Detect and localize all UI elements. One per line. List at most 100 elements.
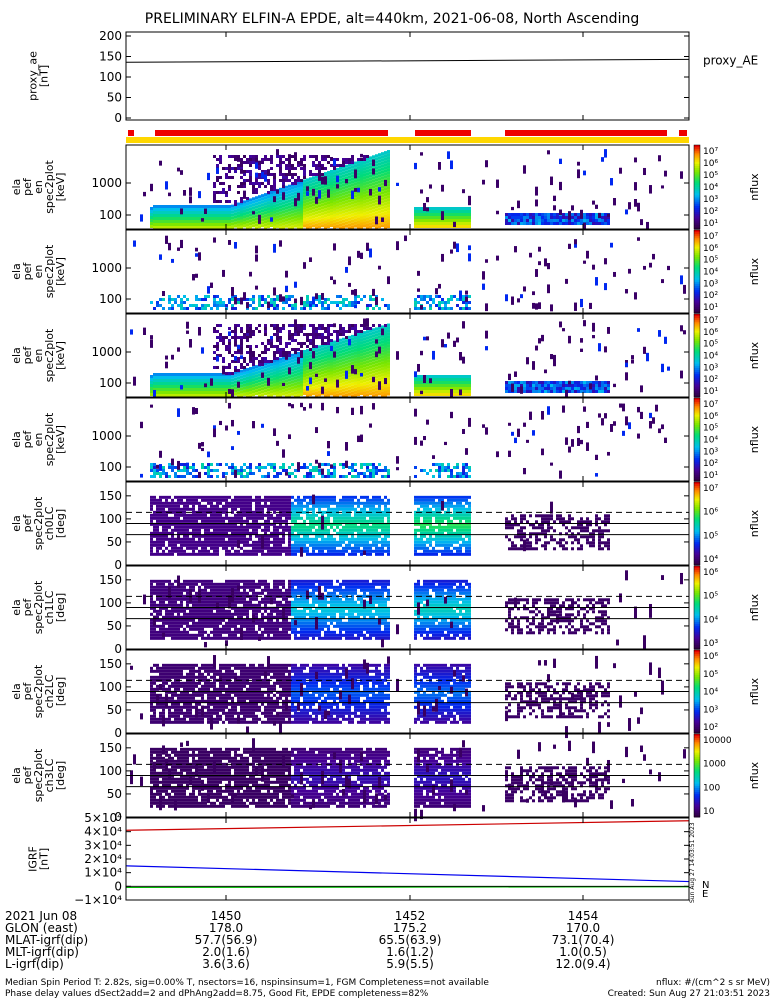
spec-en-4-cell — [174, 472, 177, 475]
spec-en-1-cell — [279, 205, 282, 209]
spec-en-2-cell — [315, 293, 318, 300]
spec-en-4-cell — [526, 439, 529, 443]
spec-pa-0-cell — [213, 540, 216, 544]
spec-en-3-cell — [336, 363, 339, 367]
spec-en-1-cell — [291, 176, 294, 179]
spec-pa-0-cell — [165, 519, 168, 523]
spec-en-1-cell — [297, 208, 300, 212]
spec-en-1-cell — [282, 185, 285, 188]
spec-en-1-cell — [441, 219, 444, 222]
spec-pa-0-cell — [186, 525, 189, 529]
spec-en-3-cell — [357, 386, 360, 390]
spec-en-3-cell — [351, 327, 354, 330]
spec-en-3-cell — [297, 348, 300, 351]
spec-en-3-cell — [339, 383, 342, 387]
spec-en-1-cell — [550, 213, 553, 216]
spec-en-3-cell — [201, 385, 204, 388]
spec-en-3-cell — [300, 362, 303, 366]
spec-en-1-cell — [417, 219, 420, 222]
spec-en-3-cell — [309, 357, 312, 361]
spec-en-3-cell — [360, 368, 363, 372]
spec-en-1-cell — [375, 226, 378, 230]
spec-en-1-cell — [237, 205, 240, 209]
spec-en-1-cell — [321, 206, 324, 210]
spec-en-3-cell — [276, 373, 279, 377]
spec-en-2-cell — [348, 256, 351, 266]
spec-en-1-cell — [288, 223, 291, 227]
spec-en-1-cell — [375, 187, 378, 191]
spec-en-3-cell — [249, 394, 252, 398]
spec-en-2-cell — [186, 307, 189, 310]
spec-en-1-cell — [354, 221, 357, 225]
spec-en-3-cell — [339, 377, 342, 381]
spec-en-4-cell — [414, 408, 417, 417]
spec-en-3-cell — [165, 361, 168, 369]
spec-en-1-cell — [318, 210, 321, 214]
spec-en-1-cell — [327, 186, 330, 190]
spec-en-1-cell — [357, 166, 360, 170]
spec-en-1-cell — [384, 178, 387, 182]
spec-en-1-cell — [174, 211, 177, 214]
spec-en-1-cell — [246, 197, 249, 200]
spec-pa-0-cell — [162, 516, 165, 520]
spec-en-1-cell — [423, 222, 426, 225]
spec-en-1-cell — [198, 191, 201, 199]
spec-en-1-cell — [240, 213, 243, 217]
spec-pa-0-cell — [216, 513, 219, 517]
spec-en-2-cell — [354, 298, 357, 301]
spec-en-3-cell — [240, 355, 243, 359]
spec-pa-0-cell — [177, 522, 180, 526]
spec-en-3-cell — [225, 372, 228, 375]
spec-en-3-cell — [559, 381, 562, 384]
spec-en-3-cell — [282, 348, 285, 351]
spec-en-3-cell — [300, 389, 303, 393]
spec-en-1-cell — [180, 217, 183, 220]
spec-en-3-cell — [240, 384, 243, 388]
spec-en-3-cell — [243, 371, 246, 375]
spec-en-1-cell — [216, 167, 219, 174]
spec-en-3-cell — [357, 330, 360, 333]
spec-en-3-cell — [595, 387, 598, 390]
spec-en-3-cell — [360, 338, 363, 342]
spec-pa-0-cell — [174, 495, 177, 499]
spec-en-1-cell — [336, 173, 339, 177]
spec-pa-0-cell — [192, 507, 195, 511]
spec-en-1-cell — [435, 210, 438, 213]
spec-en-1-cell — [291, 186, 294, 190]
spec-en-3-cell — [333, 388, 336, 392]
spec-en-3-cell — [189, 388, 192, 391]
spec-en-1-cell — [357, 196, 360, 200]
spec-en-3-cbar-frame — [693, 313, 701, 398]
spec-en-1-cell — [156, 205, 159, 208]
spec-en-1-cell — [249, 161, 252, 164]
spec-en-3-cell — [336, 348, 339, 352]
spec-en-4-cell — [435, 463, 438, 466]
spec-en-3-cell — [192, 376, 195, 379]
spec-en-4-cell — [342, 466, 345, 469]
spec-pa-0-cell — [183, 549, 186, 553]
spec-en-3-cell — [234, 380, 237, 384]
spec-en-3-cbar-cell — [694, 320, 700, 323]
spec-en-3-cell — [150, 390, 153, 393]
spec-en-3-cell — [189, 382, 192, 385]
spec-en-3-cell — [174, 394, 177, 397]
spec-en-2-cell — [282, 296, 285, 302]
spec-en-1-cell — [318, 225, 321, 229]
spec-en-2-cell — [435, 304, 438, 307]
spec-en-4-cell — [228, 466, 231, 469]
spec-en-1-cell — [363, 185, 366, 189]
spec-en-3-cell — [345, 366, 348, 370]
spec-en-1-cell — [189, 211, 192, 214]
spec-en-1-cell — [228, 220, 231, 223]
spec-en-1-cell — [330, 197, 333, 200]
spec-en-3-cell — [279, 357, 282, 361]
spec-en-3-cell — [219, 379, 222, 382]
spec-en-3-cell — [538, 390, 541, 393]
spec-en-3-cell — [529, 390, 532, 393]
spec-en-1-cbar-cell — [694, 168, 700, 171]
spec-en-3-cell — [252, 366, 255, 370]
spec-en-3-cell — [568, 384, 571, 387]
spec-en-1-cell — [547, 213, 550, 216]
spec-en-2-cell — [610, 242, 613, 248]
spec-en-3-cell — [348, 380, 351, 384]
